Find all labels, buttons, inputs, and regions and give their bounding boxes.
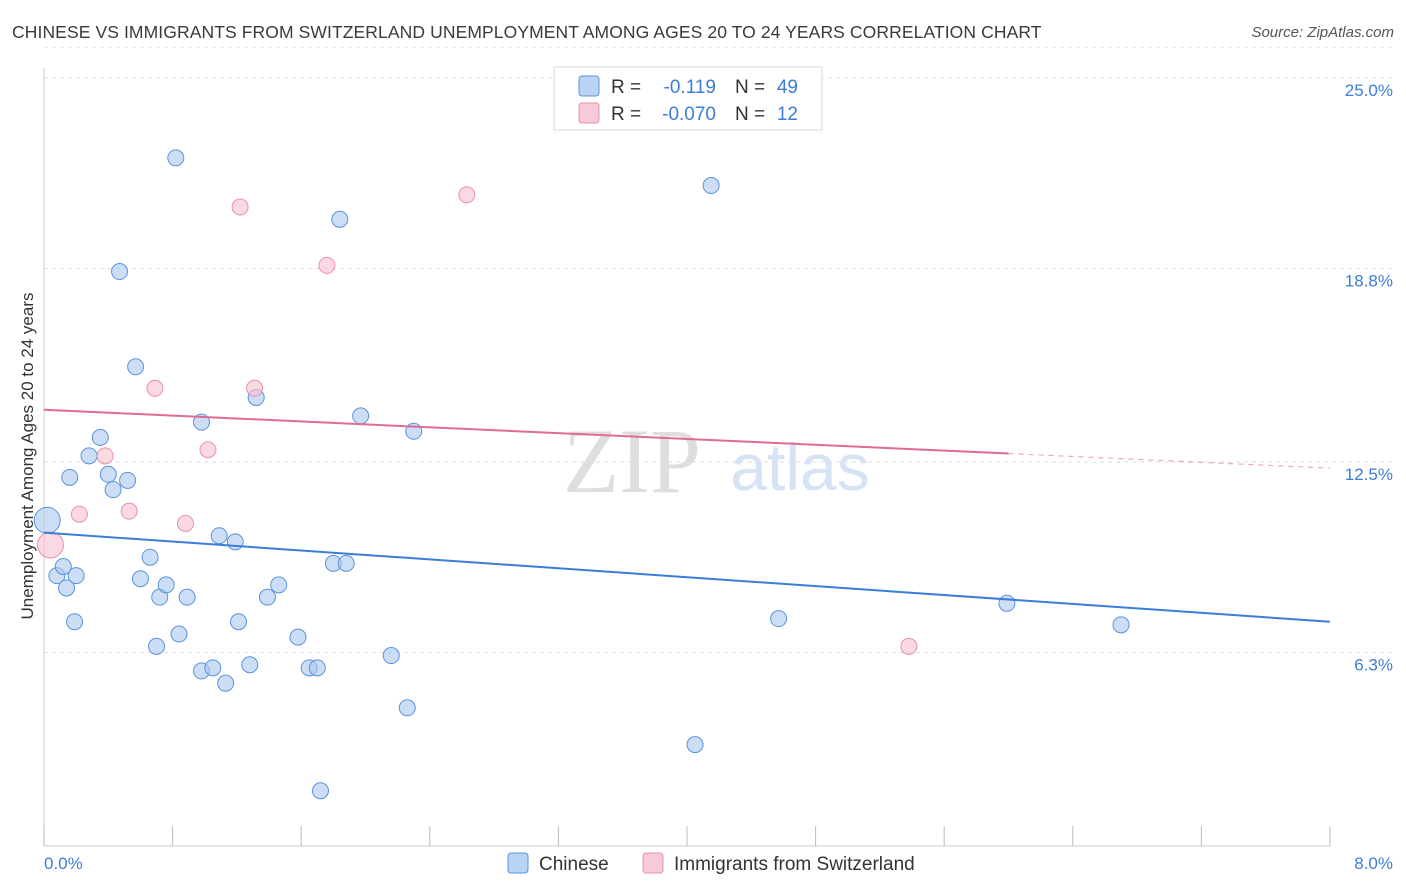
- y-tick-label: 6.3%: [1354, 655, 1393, 674]
- chinese-point: [131, 570, 149, 588]
- chinese-point: [270, 576, 288, 594]
- chinese-point: [702, 177, 720, 195]
- legend-n-label-2: N =: [735, 104, 765, 125]
- chinese-point: [204, 659, 222, 677]
- chinese-point: [311, 782, 329, 800]
- switzerland-point: [176, 514, 194, 532]
- chinese-point: [770, 610, 788, 628]
- source-label: Source: ZipAtlas.com: [1251, 24, 1394, 41]
- legend-n-value-2: 12: [777, 104, 798, 125]
- switzerland-point: [199, 441, 217, 459]
- bottom-legend-swatch-switzerland: [642, 852, 664, 874]
- chinese-point: [998, 594, 1016, 612]
- y-axis-label: Unemployment Among Ages 20 to 24 years: [18, 293, 37, 620]
- chinese-point: [331, 210, 349, 228]
- switzerland-point: [246, 379, 264, 397]
- legend-n-value-1: 49: [777, 77, 798, 98]
- switzerland-point: [120, 502, 138, 520]
- legend-r-label-2: R =: [611, 104, 641, 125]
- gridlines: [44, 46, 1393, 653]
- chinese-point: [178, 588, 196, 606]
- chinese-point: [167, 149, 185, 167]
- chinese-point: [210, 527, 228, 545]
- y-tick-label: 18.8%: [1345, 271, 1393, 290]
- switzerland-point: [70, 505, 88, 523]
- chinese-point: [258, 588, 276, 606]
- switzerland-trend-line: [43, 408, 1009, 455]
- switzerland-points: [36, 186, 918, 655]
- chart-title: CHINESE VS IMMIGRANTS FROM SWITZERLAND U…: [12, 22, 1042, 42]
- legend-r-value-2: -0.070: [662, 104, 716, 125]
- switzerland-trend-line-dashed: [1008, 452, 1331, 469]
- switzerland-point: [146, 379, 164, 397]
- chinese-point: [104, 481, 122, 499]
- y-tick-label: 12.5%: [1345, 465, 1393, 484]
- switzerland-point: [318, 256, 336, 274]
- chinese-point: [119, 471, 137, 489]
- switzerland-point: [231, 198, 249, 216]
- switzerland-point: [900, 637, 918, 655]
- legend-r-value-1: -0.119: [664, 77, 716, 98]
- chinese-point: [1112, 616, 1130, 634]
- legend-n-label-1: N =: [735, 77, 765, 98]
- chinese-point: [217, 674, 235, 692]
- chinese-point: [170, 625, 188, 643]
- bottom-legend-label-switzerland: Immigrants from Switzerland: [674, 854, 915, 875]
- chinese-point: [289, 628, 307, 646]
- bottom-legend-label-chinese: Chinese: [539, 854, 609, 875]
- chinese-point: [230, 613, 248, 631]
- chinese-point: [80, 447, 98, 465]
- legend-swatch-switzerland: [578, 102, 600, 124]
- chinese-point: [157, 576, 175, 594]
- chinese-point: [111, 263, 129, 281]
- x-tick-label-max: 8.0%: [1354, 854, 1393, 873]
- chinese-point: [91, 428, 109, 446]
- switzerland-point: [96, 447, 114, 465]
- chinese-point: [141, 548, 159, 566]
- correlation-legend: R = -0.119 N = 49 R = -0.070 N = 12: [553, 66, 823, 131]
- legend-r-label-1: R =: [611, 77, 641, 98]
- chinese-point: [337, 554, 355, 572]
- chinese-point: [308, 659, 326, 677]
- chinese-point: [127, 358, 145, 376]
- chinese-point: [66, 613, 84, 631]
- chinese-point: [67, 567, 85, 585]
- chinese-point: [398, 699, 416, 717]
- x-tick-label-min: 0.0%: [44, 854, 83, 873]
- switzerland-point: [458, 186, 476, 204]
- chinese-point: [382, 647, 400, 665]
- chinese-point: [241, 656, 259, 674]
- watermark-zip: ZIP: [563, 410, 701, 512]
- bottom-legend-swatch-chinese: [507, 852, 529, 874]
- series-legend: Chinese Immigrants from Switzerland: [507, 852, 915, 875]
- chinese-point: [686, 736, 704, 754]
- y-tick-label: 25.0%: [1345, 81, 1393, 100]
- legend-swatch-chinese: [578, 75, 600, 97]
- trend-lines: [43, 408, 1331, 623]
- switzerland-point: [36, 531, 64, 559]
- chinese-point: [148, 637, 166, 655]
- chinese-point: [226, 533, 244, 551]
- chinese-point: [99, 465, 117, 483]
- chinese-points: [33, 149, 1130, 800]
- chinese-point: [352, 407, 370, 425]
- chinese-point: [58, 579, 76, 597]
- chinese-trend-line: [43, 531, 1331, 623]
- chinese-point: [54, 557, 72, 575]
- y-tick-labels: 6.3% 12.5% 18.8% 25.0%: [1345, 81, 1393, 674]
- axes: [43, 68, 1331, 847]
- chinese-point: [33, 506, 61, 534]
- chinese-point: [61, 468, 79, 486]
